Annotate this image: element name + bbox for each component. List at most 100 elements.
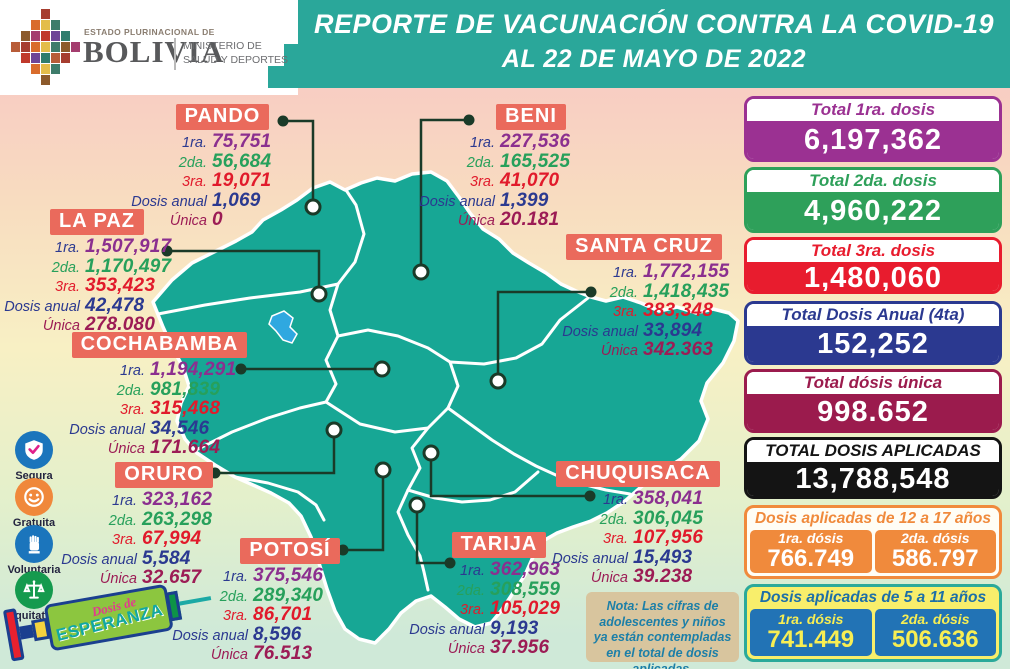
total-value: 13,788,548 xyxy=(747,462,999,496)
dose-label: 3ra. xyxy=(603,531,628,547)
syringe-body: Dosis de ESPERANZA xyxy=(43,583,174,652)
dose-label: Dosis anual xyxy=(172,627,248,644)
dose-value: 34,546 xyxy=(150,417,210,439)
department-callout: POTOSÍ 1ra. 375,546 2da. 289,340 3ra. 86,70… xyxy=(165,538,415,665)
dose-label: Dosis anual xyxy=(61,551,137,568)
dose-value: 741.449 xyxy=(767,626,855,654)
dose-label: 1ra. xyxy=(112,493,137,509)
dose-label: 1ra. xyxy=(613,265,638,281)
dose-value: 56,684 xyxy=(212,150,272,172)
dose-row: 2da. 308,559 xyxy=(385,580,613,601)
dose-value: 1,194,291 xyxy=(150,359,237,380)
dose-value: 375,546 xyxy=(253,565,324,586)
department-rows: 1ra. 362,963 2da. 308,559 3ra. 105,029 Dosi… xyxy=(385,559,613,659)
dose-label: 1ra. xyxy=(460,563,485,579)
dose-label: Única xyxy=(42,318,80,334)
dose-label: 2da. xyxy=(108,512,137,529)
dose-row: 1ra. 1,507,917 xyxy=(0,237,194,258)
banner-step-decoration xyxy=(284,44,298,88)
dose-label: 1ra. xyxy=(120,363,145,379)
department-rows: 1ra. 358,041 2da. 306,045 3ra. 107,956 Dosi… xyxy=(520,489,756,588)
pledge-label: Voluntaria xyxy=(7,564,61,576)
department-rows: 1ra. 1,507,917 2da. 1,170,497 3ra. 353,423 … xyxy=(0,237,194,336)
dose-value: 15,493 xyxy=(633,546,693,568)
department-name: LA PAZ xyxy=(50,209,144,235)
dose-label: 3ra. xyxy=(112,532,137,548)
dose-value: 289,340 xyxy=(253,584,324,606)
balance-scale-icon xyxy=(15,571,53,609)
dose-label: 1ra. dósis xyxy=(778,611,844,628)
dose-label: 2da. xyxy=(456,582,485,599)
age-group-12-17-box: Dosis aplicadas de 12 a 17 años 1ra. dós… xyxy=(744,505,1002,579)
total-value: 152,252 xyxy=(747,326,999,362)
dose-value: 278.080 xyxy=(85,314,156,335)
estado-plurinacional-label: ESTADO PLURINACIONAL DE xyxy=(84,27,215,37)
report-date: AL 22 DE MAYO DE 2022 xyxy=(501,45,807,73)
dose-row: 2da. 289,340 xyxy=(165,584,415,607)
dose-label: 2da. dósis xyxy=(901,530,970,547)
dose-value: 32.657 xyxy=(142,567,202,588)
total-label: Total 3ra. dosis xyxy=(747,240,999,262)
bolivia-emblem-icon xyxy=(11,9,80,85)
dose-value: 1,069 xyxy=(212,189,261,211)
dose-label: 1ra. xyxy=(603,492,628,508)
department-rows: 1ra. 1,772,155 2da. 1,418,435 3ra. 383,348 … xyxy=(530,262,758,361)
dose-label: 3ra. xyxy=(460,602,485,618)
total-box: Total dósis única 998.652 xyxy=(744,369,1002,433)
department-callout: LA PAZ 1ra. 1,507,917 2da. 1,170,497 3ra. 3… xyxy=(0,209,194,336)
ministry-line1: MINISTERIO DE xyxy=(183,40,262,52)
total-label: Total 1ra. dosis xyxy=(747,99,999,121)
dose-label: Dosis anual xyxy=(4,298,80,315)
department-callout: BENI 1ra. 227,536 2da. 165,525 3ra. 41,070 … xyxy=(400,104,662,231)
dose-row: Dosis anual 5,584 xyxy=(40,549,288,570)
dose-row: 3ra. 107,956 xyxy=(520,528,756,549)
dose-label: Dosis anual xyxy=(562,323,638,340)
dose-label: Dosis anual xyxy=(552,550,628,567)
dose-label: 2da. xyxy=(599,511,628,528)
pledge-segura: Segura xyxy=(6,431,62,482)
department-callout: TARIJA 1ra. 362,963 2da. 308,559 3ra. 105,0… xyxy=(385,532,613,659)
department-callout: ORURO 1ra. 323,162 2da. 263,298 3ra. 67,994… xyxy=(40,462,288,589)
report-title: REPORTE DE VACUNACIÓN CONTRA LA COVID-19 xyxy=(313,9,995,39)
dose-label: 2da. xyxy=(51,259,80,276)
dose-label: 2da. xyxy=(116,382,145,399)
dose-label: 3ra. xyxy=(223,608,248,624)
dose-value: 506.636 xyxy=(891,626,979,654)
pledge-equitativa: Equitativa xyxy=(6,571,62,622)
dose-value: 362,963 xyxy=(490,559,561,580)
dose-label: 1ra. xyxy=(55,240,80,256)
department-rows: 1ra. 75,751 2da. 56,684 3ra. 19,071 Dosis a… xyxy=(100,131,345,231)
raised-hand-icon xyxy=(15,525,53,563)
connector-santa-cruz xyxy=(496,290,591,373)
dose-value: 37.956 xyxy=(490,637,550,658)
dose-label: Única xyxy=(590,570,628,586)
dose-row: 2da. 165,525 xyxy=(400,150,662,173)
dose-row: Única 171.664 xyxy=(28,438,291,459)
ministry-line2: SALUD Y DEPORTES xyxy=(183,53,289,66)
dose-row: Única 20.181 xyxy=(400,210,662,231)
header-divider xyxy=(174,38,176,70)
dose-row: 1ra. 323,162 xyxy=(40,490,288,511)
dose-row: 1ra. 75,751 xyxy=(100,131,345,153)
map-marker-dots xyxy=(304,198,507,514)
department-callout: COCHABAMBA 1ra. 1,194,291 2da. 981,839 3ra… xyxy=(28,332,291,459)
department-name: TARIJA xyxy=(451,532,547,558)
dose-value: 75,751 xyxy=(212,131,272,152)
total-label: Total Dosis Anual (4ta) xyxy=(747,304,999,326)
dose-value: 165,525 xyxy=(500,150,571,172)
lake-titicaca xyxy=(268,310,298,344)
dose-row: Dosis anual 33,894 xyxy=(530,321,758,342)
age-group-cell: 2da. dósis 586.797 xyxy=(874,530,996,573)
total-value: 1,480,060 xyxy=(747,262,999,291)
dose-value: 19,071 xyxy=(212,170,272,191)
dose-label: Dosis anual xyxy=(419,193,495,210)
dose-label: 2da. xyxy=(466,154,495,171)
dose-label: Única xyxy=(107,441,145,457)
department-rows: 1ra. 227,536 2da. 165,525 3ra. 41,070 Dosis… xyxy=(400,132,662,231)
dose-value: 9,193 xyxy=(490,617,539,639)
dose-label: 3ra. xyxy=(182,174,207,190)
dose-row: 3ra. 19,071 xyxy=(100,170,345,192)
dose-row: Dosis anual 34,546 xyxy=(28,417,291,440)
dose-row: 2da. 1,170,497 xyxy=(0,257,194,278)
dose-row: Dosis anual 9,193 xyxy=(385,617,613,640)
